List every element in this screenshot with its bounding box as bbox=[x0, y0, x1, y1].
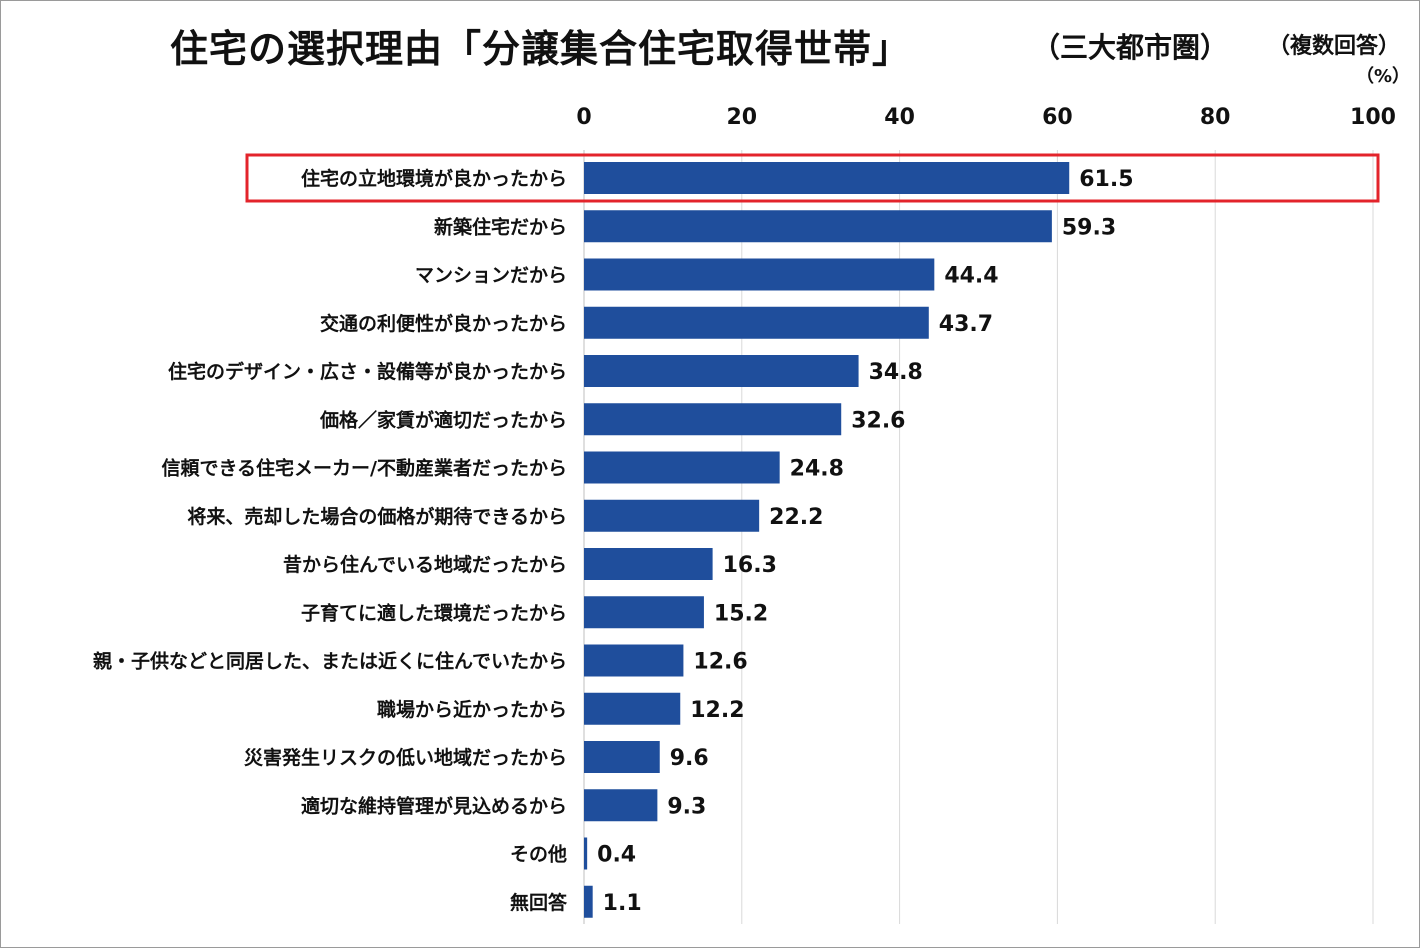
x-tick-label: 100 bbox=[1350, 105, 1396, 130]
chart-title: 住宅の選択理由「分譲集合住宅取得世帯」 bbox=[170, 27, 912, 71]
value-label: 16.3 bbox=[723, 553, 777, 578]
category-label: マンションだから bbox=[415, 265, 567, 287]
bar bbox=[584, 355, 859, 387]
category-label: 新築住宅だから bbox=[434, 215, 567, 238]
value-label: 15.2 bbox=[714, 601, 768, 626]
x-tick-label: 60 bbox=[1042, 105, 1073, 130]
bar bbox=[584, 596, 704, 629]
value-label: 34.8 bbox=[869, 360, 923, 385]
bar bbox=[584, 403, 842, 436]
bar bbox=[584, 499, 760, 532]
x-tick-label: 20 bbox=[726, 105, 757, 130]
category-label: その他 bbox=[510, 843, 567, 866]
multiple-answer-note: （複数回答） bbox=[1268, 34, 1401, 59]
value-label: 9.6 bbox=[670, 746, 709, 771]
bar bbox=[584, 162, 1070, 194]
value-label: 43.7 bbox=[939, 312, 993, 337]
category-label: 将来、売却した場合の価格が期待できるから bbox=[187, 505, 567, 528]
x-tick-label: 40 bbox=[884, 105, 915, 130]
value-label: 32.6 bbox=[851, 408, 905, 433]
category-label: 信頼できる住宅メーカー/不動産業者だったから bbox=[161, 457, 567, 480]
value-label: 9.3 bbox=[667, 794, 706, 819]
category-label: 住宅のデザイン・広さ・設備等が良かったから bbox=[168, 360, 567, 383]
category-label: 職場から近かったから bbox=[377, 698, 567, 721]
x-tick-label: 0 bbox=[576, 105, 591, 130]
bar bbox=[584, 644, 684, 677]
bar bbox=[584, 258, 935, 291]
x-tick-label: 80 bbox=[1200, 105, 1231, 130]
highlight-box bbox=[245, 153, 1380, 203]
category-label: 昔から住んでいる地域だったから bbox=[283, 553, 567, 576]
bar bbox=[584, 741, 660, 773]
value-label: 59.3 bbox=[1062, 215, 1116, 240]
category-label: 住宅の立地環境が良かったから bbox=[301, 167, 567, 190]
bar bbox=[584, 306, 929, 339]
bar bbox=[584, 692, 681, 725]
category-label: 価格／家賃が適切だったから bbox=[319, 408, 567, 431]
category-label: 交通の利便性が良かったから bbox=[320, 312, 567, 335]
bar bbox=[584, 210, 1052, 243]
value-label: 44.4 bbox=[944, 264, 998, 289]
value-label: 22.2 bbox=[769, 505, 823, 530]
chart-subtitle: （三大都市圏） bbox=[1032, 31, 1229, 64]
bar bbox=[584, 837, 588, 870]
category-label: 適切な維持管理が見込めるから bbox=[301, 794, 567, 817]
bar bbox=[584, 789, 658, 822]
category-label: 災害発生リスクの低い地域だったから bbox=[244, 746, 567, 769]
value-label: 61.5 bbox=[1079, 167, 1133, 192]
unit-label: （%） bbox=[1356, 66, 1411, 87]
bar bbox=[584, 548, 713, 580]
category-label: 無回答 bbox=[510, 891, 568, 914]
category-label: 親・子供などと同居した、または近くに住んでいたから bbox=[93, 650, 567, 673]
value-label: 0.4 bbox=[597, 843, 636, 868]
bar bbox=[584, 885, 593, 918]
value-label: 12.2 bbox=[690, 698, 744, 723]
value-label: 1.1 bbox=[603, 891, 642, 916]
value-label: 12.6 bbox=[693, 650, 747, 675]
bar bbox=[584, 451, 780, 484]
value-label: 24.8 bbox=[790, 457, 844, 482]
category-label: 子育てに適した環境だったから bbox=[301, 601, 567, 624]
